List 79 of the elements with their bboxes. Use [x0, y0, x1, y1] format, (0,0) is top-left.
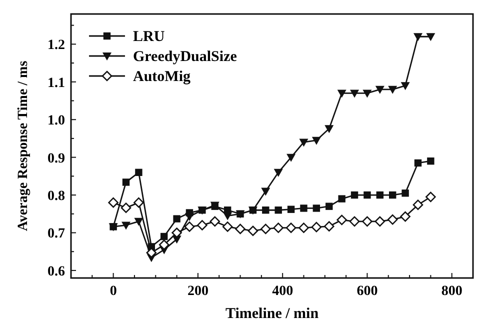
x-tick-label: 800 — [441, 284, 462, 299]
y-tick-label: 1.2 — [48, 38, 65, 54]
point — [299, 138, 308, 147]
point — [172, 228, 182, 238]
point — [108, 197, 118, 208]
point — [235, 224, 246, 234]
point — [362, 90, 372, 98]
point — [426, 192, 436, 202]
point — [350, 90, 360, 98]
point — [134, 218, 144, 226]
x-tick-label: 200 — [187, 284, 208, 299]
point — [146, 248, 157, 258]
point — [135, 168, 142, 176]
point — [286, 154, 296, 162]
point — [286, 222, 296, 233]
y-tick-label: 0.8 — [48, 189, 65, 204]
x-tick-label: 0 — [110, 284, 117, 299]
point — [184, 213, 194, 222]
point — [427, 157, 434, 165]
point — [298, 222, 309, 233]
point — [364, 191, 371, 199]
point — [324, 221, 334, 232]
y-tick-label: 1.0 — [48, 114, 65, 129]
point — [374, 216, 386, 227]
point — [248, 226, 258, 236]
x-tick-label: 600 — [356, 284, 378, 299]
point — [273, 222, 284, 233]
point — [326, 202, 333, 210]
point — [287, 206, 295, 213]
point — [400, 211, 410, 222]
point — [312, 204, 320, 212]
point — [426, 33, 436, 42]
point — [337, 90, 346, 98]
legend-label: GreedyDualSize — [133, 49, 238, 65]
point — [413, 33, 422, 42]
x-tick-label: 400 — [272, 284, 294, 299]
point — [312, 136, 321, 145]
point — [387, 214, 398, 225]
point — [311, 222, 322, 232]
point — [210, 216, 220, 227]
point — [160, 232, 168, 240]
x-axis-title: Timeline / min — [225, 306, 320, 322]
point — [414, 159, 422, 167]
point — [400, 82, 410, 90]
point — [261, 188, 270, 196]
y-tick-label: 0.7 — [48, 226, 65, 242]
point — [402, 190, 409, 197]
point — [158, 240, 170, 250]
point — [223, 212, 232, 220]
point — [362, 216, 372, 227]
point — [389, 191, 396, 199]
y-tick-label: 0.9 — [48, 151, 65, 166]
y-tick-label: 1.1 — [48, 76, 65, 91]
point — [376, 191, 384, 199]
point — [412, 200, 424, 210]
y-tick-label: 0.6 — [48, 264, 65, 280]
point — [122, 222, 131, 230]
point — [274, 206, 282, 214]
legend-label: LRU — [133, 29, 165, 45]
point — [300, 204, 308, 212]
point — [375, 86, 384, 94]
point — [350, 191, 358, 199]
point — [274, 168, 283, 177]
point — [388, 86, 398, 94]
point — [173, 215, 180, 222]
point — [134, 197, 144, 208]
point — [120, 202, 132, 213]
point — [184, 222, 195, 232]
y-axis-title: Average Response Time / ms — [16, 60, 31, 232]
point — [197, 220, 208, 230]
point — [260, 224, 271, 234]
point — [222, 222, 233, 232]
point — [324, 125, 334, 134]
point — [349, 216, 360, 227]
point — [338, 195, 346, 202]
point — [122, 178, 130, 186]
point — [262, 206, 270, 214]
legend-label: AutoMig — [133, 69, 191, 85]
point — [336, 214, 347, 226]
